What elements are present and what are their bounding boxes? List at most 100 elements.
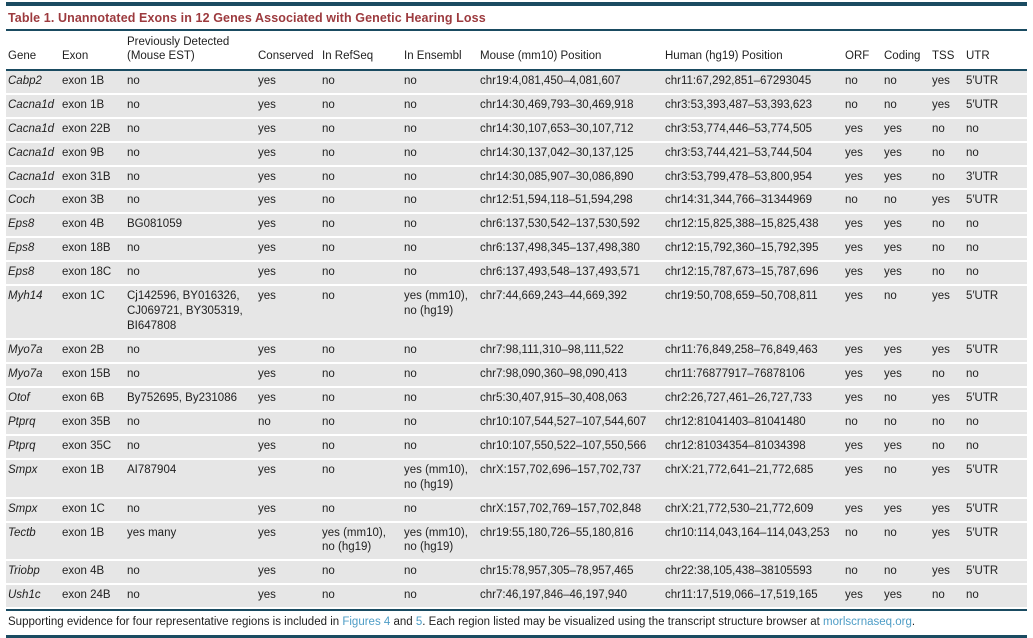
title-divider [6, 29, 1027, 31]
table-row: Tectb exon 1B yes many yes yes (mm10), no (h… [6, 521, 1027, 562]
table-row: Coch exon 3B no yes no no chr12:51,594,118–51,… [6, 189, 1027, 215]
table-row: Ptprq exon 35B no no no no chr10:107,544,527–1… [6, 410, 1027, 436]
table-row: Myo7a exon 2B no yes no no chr7:98,111,310–98,… [6, 339, 1027, 364]
cell-orf: no [843, 69, 882, 95]
cell-mouse-mm10-position: chr5:30,407,915–30,408,063 [478, 386, 663, 412]
cell-previously-detected-mouse-est: By752695, By231086 [125, 386, 256, 412]
cell-human-hg19-position: chr11:76,849,258–76,849,463 [663, 339, 843, 364]
cell-mouse-mm10-position: chr6:137,530,542–137,530,592 [478, 213, 663, 239]
cell-previously-detected-mouse-est: yes many [125, 521, 256, 562]
cell-gene: Myo7a [6, 362, 60, 388]
cell-orf: no [843, 410, 882, 436]
table-title: Table 1. Unannotated Exons in 12 Genes A… [8, 11, 486, 25]
column-header-coding: Coding [884, 50, 921, 63]
table-row: Cacna1d exon 31B no yes no no chr14:30,085,907… [6, 165, 1027, 191]
cell-human-hg19-position: chrX:21,772,530–21,772,609 [663, 497, 843, 523]
cell-in-refseq: no [320, 386, 402, 412]
cell-in-refseq: no [320, 339, 402, 364]
morlscrnaseq-link[interactable]: morlscrnaseq.org [823, 616, 912, 629]
cell-tss: no [930, 434, 964, 460]
cell-mouse-mm10-position: chrX:157,702,696–157,702,737 [478, 458, 663, 499]
cell-human-hg19-position: chr12:81041403–81041480 [663, 410, 843, 436]
cell-in-ensembl: no [402, 189, 478, 215]
cell-human-hg19-position: chr12:81034354–81034398 [663, 434, 843, 460]
table-body: Cabp2 exon 1B no yes no no chr19:4,081,450–4,0… [6, 69, 1027, 610]
cell-exon: exon 1B [60, 93, 125, 119]
cell-in-ensembl: no [402, 93, 478, 119]
cell-human-hg19-position: chr2:26,727,461–26,727,733 [663, 386, 843, 412]
column-header-previously-detected-mouse-est: Previously Detected (Mouse EST) [127, 36, 230, 63]
cell-in-ensembl: yes (mm10), no (hg19) [402, 521, 478, 562]
cell-coding: yes [882, 584, 930, 610]
cell-previously-detected-mouse-est: no [125, 410, 256, 436]
cell-in-refseq: no [320, 584, 402, 610]
cell-in-ensembl: no [402, 339, 478, 364]
cell-conserved: yes [256, 521, 320, 562]
cell-previously-detected-mouse-est: no [125, 69, 256, 95]
column-header-in-refseq: In RefSeq [322, 50, 374, 63]
table-row: Cabp2 exon 1B no yes no no chr19:4,081,450–4,0… [6, 69, 1027, 95]
cell-exon: exon 15B [60, 362, 125, 388]
table-row: Cacna1d exon 9B no yes no no chr14:30,137,042–… [6, 141, 1027, 167]
cell-utr: no [964, 141, 1027, 167]
footnote-text: . [911, 616, 916, 629]
cell-human-hg19-position: chr3:53,799,478–53,800,954 [663, 165, 843, 191]
cell-orf: no [843, 189, 882, 215]
cell-exon: exon 1C [60, 497, 125, 523]
cell-coding: no [882, 69, 930, 95]
cell-orf: no [843, 521, 882, 562]
cell-tss: yes [930, 285, 964, 340]
cell-utr: 5′UTR [964, 458, 1027, 499]
cell-in-refseq: no [320, 69, 402, 95]
cell-gene: Coch [6, 189, 60, 215]
cell-in-refseq: no [320, 117, 402, 143]
cell-orf: yes [843, 213, 882, 239]
cell-tss: yes [930, 458, 964, 499]
cell-orf: yes [843, 434, 882, 460]
cell-conserved: yes [256, 261, 320, 287]
cell-coding: no [882, 189, 930, 215]
cell-orf: yes [843, 362, 882, 388]
column-header-in-ensembl: In Ensembl [404, 50, 462, 63]
column-header-conserved: Conserved [258, 50, 314, 63]
cell-conserved: yes [256, 237, 320, 263]
cell-exon: exon 4B [60, 560, 125, 586]
cell-mouse-mm10-position: chr19:55,180,726–55,180,816 [478, 521, 663, 562]
cell-conserved: yes [256, 285, 320, 340]
cell-previously-detected-mouse-est: no [125, 261, 256, 287]
cell-tss: no [930, 117, 964, 143]
cell-utr: 5′UTR [964, 189, 1027, 215]
cell-in-ensembl: no [402, 386, 478, 412]
cell-human-hg19-position: chr3:53,393,487–53,393,623 [663, 93, 843, 119]
cell-human-hg19-position: chr19:50,708,659–50,708,811 [663, 285, 843, 340]
cell-tss: no [930, 213, 964, 239]
cell-previously-detected-mouse-est: no [125, 339, 256, 364]
table-row: Triobp exon 4B no yes no no chr15:78,957,305–7… [6, 560, 1027, 586]
cell-orf: yes [843, 497, 882, 523]
cell-in-ensembl: no [402, 497, 478, 523]
cell-tss: no [930, 237, 964, 263]
cell-gene: Ptprq [6, 434, 60, 460]
cell-mouse-mm10-position: chr15:78,957,305–78,957,465 [478, 560, 663, 586]
cell-coding: yes [882, 237, 930, 263]
cell-in-refseq: yes (mm10), no (hg19) [320, 521, 402, 562]
cell-in-refseq: no [320, 560, 402, 586]
cell-utr: no [964, 434, 1027, 460]
cell-previously-detected-mouse-est: AI787904 [125, 458, 256, 499]
cell-gene: Ush1c [6, 584, 60, 610]
cell-utr: 5′UTR [964, 285, 1027, 340]
cell-coding: no [882, 560, 930, 586]
cell-human-hg19-position: chr3:53,744,421–53,744,504 [663, 141, 843, 167]
figures-4-link[interactable]: Figures 4 [342, 616, 391, 629]
cell-exon: exon 6B [60, 386, 125, 412]
cell-orf: yes [843, 339, 882, 364]
cell-coding: yes [882, 339, 930, 364]
cell-gene: Cacna1d [6, 117, 60, 143]
cell-exon: exon 35C [60, 434, 125, 460]
cell-coding: yes [882, 261, 930, 287]
cell-orf: yes [843, 584, 882, 610]
cell-exon: exon 4B [60, 213, 125, 239]
cell-gene: Eps8 [6, 213, 60, 239]
column-header-mouse-mm10-position: Mouse (mm10) Position [480, 50, 602, 63]
cell-coding: yes [882, 362, 930, 388]
